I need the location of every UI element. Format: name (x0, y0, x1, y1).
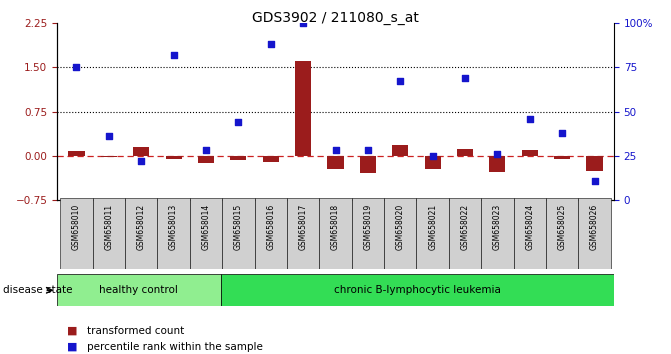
FancyBboxPatch shape (254, 198, 287, 269)
FancyBboxPatch shape (190, 198, 222, 269)
Bar (457, 149, 473, 156)
Point (103, 133, 114, 139)
Text: GSM658021: GSM658021 (428, 204, 437, 250)
Bar (166, 156, 182, 159)
FancyBboxPatch shape (221, 274, 614, 306)
Point (298, 20, 309, 26)
Bar (230, 156, 246, 160)
Text: GSM658012: GSM658012 (137, 204, 146, 250)
Point (168, 52, 179, 58)
Bar (392, 145, 409, 156)
Text: GSM658016: GSM658016 (266, 204, 275, 250)
Text: GSM658018: GSM658018 (331, 204, 340, 250)
Text: GSM658011: GSM658011 (105, 204, 113, 250)
Text: GSM658010: GSM658010 (72, 204, 81, 250)
Bar (360, 156, 376, 173)
Text: percentile rank within the sample: percentile rank within the sample (87, 342, 263, 352)
Bar (133, 147, 150, 156)
Text: GSM658015: GSM658015 (234, 204, 243, 250)
FancyBboxPatch shape (60, 198, 93, 269)
Point (201, 148, 211, 153)
Text: GSM658014: GSM658014 (201, 204, 211, 250)
Text: GSM658019: GSM658019 (364, 204, 372, 250)
Point (233, 119, 244, 125)
Text: GSM658025: GSM658025 (558, 204, 566, 250)
Point (460, 75, 470, 81)
Bar (327, 156, 344, 169)
Bar (68, 151, 85, 156)
FancyBboxPatch shape (158, 198, 190, 269)
Bar (295, 61, 311, 156)
Bar (521, 150, 538, 156)
Text: transformed count: transformed count (87, 326, 185, 336)
Point (362, 148, 373, 153)
Text: healthy control: healthy control (99, 285, 178, 295)
FancyBboxPatch shape (449, 198, 481, 269)
Text: GSM658013: GSM658013 (169, 204, 178, 250)
Point (71, 64, 82, 70)
Text: ■: ■ (67, 342, 78, 352)
Text: ■: ■ (67, 326, 78, 336)
Point (557, 130, 568, 136)
FancyBboxPatch shape (578, 198, 611, 269)
Text: GSM658020: GSM658020 (396, 204, 405, 250)
Bar (262, 156, 279, 162)
FancyBboxPatch shape (93, 198, 125, 269)
FancyBboxPatch shape (352, 198, 384, 269)
Bar (554, 156, 570, 159)
Bar (425, 156, 441, 169)
Text: GSM658026: GSM658026 (590, 204, 599, 250)
FancyBboxPatch shape (384, 198, 417, 269)
FancyBboxPatch shape (287, 198, 319, 269)
Text: GSM658017: GSM658017 (299, 204, 307, 250)
FancyBboxPatch shape (57, 274, 221, 306)
Point (330, 148, 341, 153)
Text: chronic B-lymphocytic leukemia: chronic B-lymphocytic leukemia (334, 285, 501, 295)
Bar (101, 156, 117, 157)
Text: GSM658022: GSM658022 (460, 204, 470, 250)
Text: GDS3902 / 211080_s_at: GDS3902 / 211080_s_at (252, 11, 419, 25)
Bar (586, 156, 603, 171)
FancyBboxPatch shape (222, 198, 254, 269)
FancyBboxPatch shape (417, 198, 449, 269)
Point (395, 79, 406, 84)
FancyBboxPatch shape (125, 198, 158, 269)
Point (265, 41, 276, 47)
Text: disease state: disease state (3, 285, 73, 295)
Text: GSM658024: GSM658024 (525, 204, 534, 250)
FancyBboxPatch shape (319, 198, 352, 269)
Point (136, 158, 146, 164)
Point (427, 153, 438, 159)
Bar (198, 156, 214, 163)
FancyBboxPatch shape (481, 198, 513, 269)
FancyBboxPatch shape (546, 198, 578, 269)
Point (589, 178, 600, 183)
Point (492, 151, 503, 157)
Text: GSM658023: GSM658023 (493, 204, 502, 250)
Point (525, 116, 535, 121)
FancyBboxPatch shape (513, 198, 546, 269)
Bar (489, 156, 505, 172)
